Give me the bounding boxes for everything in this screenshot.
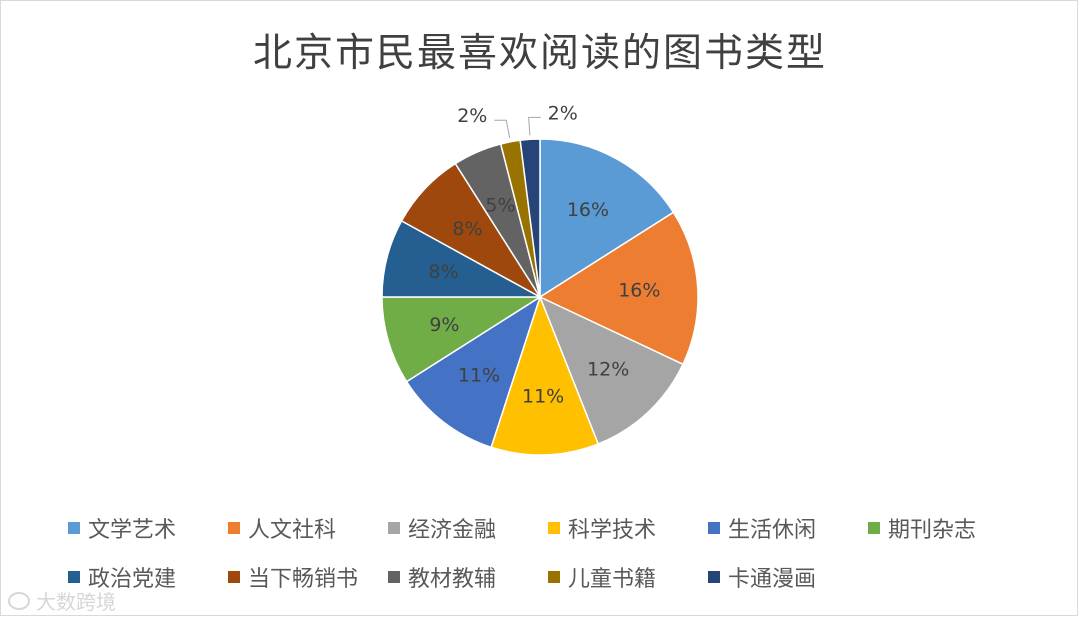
legend-item-7: 政治党建	[40, 561, 200, 593]
data-label-2: 16%	[618, 280, 660, 302]
legend-label: 人文社科	[248, 518, 337, 543]
legend-label: 科学技术	[568, 518, 657, 543]
legend-item-8: 当下畅销书	[200, 561, 360, 593]
legend-swatch	[68, 522, 80, 534]
legend-swatch	[708, 571, 720, 583]
pie-slice-1	[539, 138, 675, 299]
legend-label: 卡通漫画	[728, 567, 817, 592]
watermark-text: 大数跨境	[36, 590, 116, 614]
pie-slice-5	[405, 295, 542, 449]
legend-item-11: 卡通漫画	[680, 561, 840, 593]
data-label-7: 8%	[429, 261, 459, 283]
legend-row: 文学艺术 人文社科 经济金融 科学技术 生活休闲 期刊杂志	[40, 506, 1040, 550]
legend-item-9: 教材教辅	[360, 561, 520, 593]
data-label-3: 12%	[587, 359, 629, 381]
legend: 文学艺术 人文社科 经济金融 科学技术 生活休闲 期刊杂志 政治党建 当下畅销书 教材教辅 儿童…	[40, 506, 1040, 604]
pie-slice-2	[538, 211, 699, 366]
legend-label: 政治党建	[88, 567, 177, 592]
pie-chart: 16%16%12%11%11%9%8%8%5%2% 2%	[381, 102, 699, 456]
pie-slice-11	[519, 138, 541, 298]
data-label-6: 9%	[429, 314, 459, 336]
legend-item-1: 文学艺术	[40, 512, 200, 544]
legend-item-6: 期刊杂志	[840, 512, 1000, 544]
legend-swatch	[388, 571, 400, 583]
legend-swatch	[868, 522, 880, 534]
data-label-4: 11%	[522, 385, 564, 407]
legend-swatch	[68, 571, 80, 583]
data-label-8: 8%	[452, 218, 482, 240]
pie-slice-3	[538, 295, 684, 445]
watermark: 大数跨境	[8, 586, 116, 615]
legend-item-5: 生活休闲	[680, 512, 840, 544]
leader-line-11	[528, 116, 541, 136]
legend-swatch	[228, 522, 240, 534]
chart-title: 北京市民最喜欢阅读的图书类型	[252, 31, 827, 76]
data-label-10: 2%	[457, 105, 487, 127]
legend-label: 教材教辅	[408, 567, 497, 592]
pie-slice-6	[381, 296, 543, 383]
speech-bubble-icon	[8, 591, 30, 610]
data-label-9: 5%	[485, 195, 515, 217]
legend-item-3: 经济金融	[360, 512, 520, 544]
data-label-1: 16%	[567, 199, 609, 221]
legend-item-4: 科学技术	[520, 512, 680, 544]
legend-label: 当下畅销书	[248, 567, 359, 592]
legend-swatch	[548, 571, 560, 583]
legend-swatch	[708, 522, 720, 534]
legend-label: 期刊杂志	[888, 518, 977, 543]
pie-slice-4	[490, 294, 600, 456]
legend-item-2: 人文社科	[200, 512, 360, 544]
legend-swatch	[228, 571, 240, 583]
data-label-5: 11%	[458, 365, 500, 387]
legend-item-10: 儿童书籍	[520, 561, 680, 593]
data-label-11: 2%	[548, 102, 578, 124]
leader-line-10	[494, 119, 511, 138]
legend-label: 生活休闲	[728, 518, 817, 543]
legend-label: 文学艺术	[88, 518, 177, 543]
legend-row: 政治党建 当下畅销书 教材教辅 儿童书籍 卡通漫画	[40, 555, 1040, 599]
legend-label: 儿童书籍	[568, 567, 657, 592]
legend-swatch	[388, 522, 400, 534]
legend-label: 经济金融	[408, 518, 497, 543]
legend-swatch	[548, 522, 560, 534]
